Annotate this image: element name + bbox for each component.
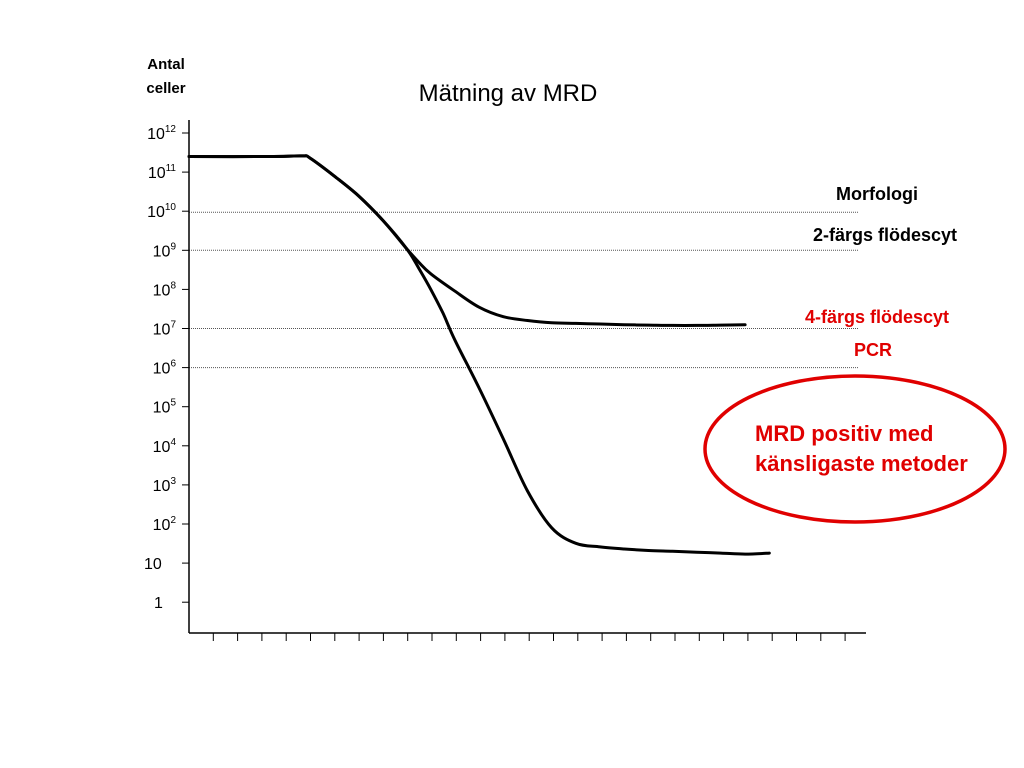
limit-label-2-fargs: 2-färgs flödescyt	[813, 225, 957, 245]
y-tick-label: 10	[144, 556, 162, 573]
y-tick-label: 1	[154, 595, 163, 612]
y-tick-label: 106	[153, 359, 177, 378]
series-line-1	[187, 154, 771, 556]
annotation-line1: MRD positiv med	[755, 421, 933, 446]
series-line-0	[187, 154, 747, 327]
limit-label-morfologi: Morfologi	[836, 184, 918, 204]
y-tick-label: 1012	[147, 124, 176, 143]
limit-label-pcr: PCR	[854, 340, 892, 360]
x-ticks	[212, 633, 846, 641]
annotation-line2: känsligaste metoder	[755, 451, 968, 476]
y-axis-label-line1: Antal	[147, 56, 185, 73]
annotation-ellipse	[703, 374, 1007, 524]
y-tick-label: 1010	[147, 202, 176, 221]
y-tick-label: 109	[153, 241, 177, 260]
axes	[188, 120, 866, 634]
y-tick-label: 107	[153, 320, 177, 339]
detection-limit-lines	[189, 211, 858, 369]
series-group	[187, 154, 771, 556]
y-tick-label: 102	[153, 515, 177, 534]
y-tick-label: 108	[153, 280, 177, 299]
y-tick-label: 1011	[148, 163, 177, 182]
y-axis-label-line2: celler	[146, 80, 185, 97]
chart-title: Mätning av MRD	[419, 80, 598, 107]
y-tick-label: 103	[153, 476, 177, 495]
y-tick-label: 105	[153, 398, 177, 417]
y-tick-label: 104	[153, 437, 177, 456]
limit-label-4-fargs: 4-färgs flödescyt	[805, 307, 949, 327]
